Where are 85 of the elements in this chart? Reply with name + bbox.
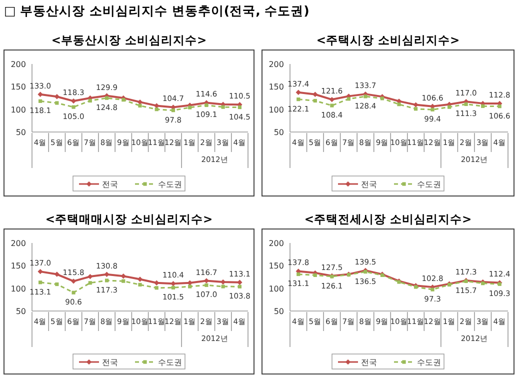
y-tick-label: 100 (10, 105, 26, 114)
point (54, 272, 60, 277)
legend-label: 전국 (102, 358, 118, 367)
point (54, 94, 60, 100)
y-tick-label: 200 (10, 239, 26, 248)
y-tick-label: 100 (10, 284, 26, 294)
legend-label: 전국 (102, 180, 118, 189)
point (38, 268, 43, 274)
point (481, 104, 485, 108)
point (414, 107, 418, 111)
legend-label: 수도권 (158, 180, 182, 189)
point (104, 272, 110, 277)
y-tick-label: 150 (268, 82, 284, 92)
point (104, 278, 109, 282)
point (154, 108, 158, 112)
legend-label: 수도권 (158, 358, 182, 367)
point (330, 104, 334, 108)
point (72, 290, 76, 294)
point (70, 278, 76, 284)
point (72, 105, 76, 109)
point (171, 286, 176, 290)
point (312, 92, 318, 97)
point (481, 282, 485, 286)
legend-label: 전국 (361, 358, 377, 367)
point (296, 90, 301, 95)
point (380, 96, 384, 100)
point (38, 280, 42, 284)
point (70, 98, 76, 104)
y-tick-label: 50 (16, 307, 26, 316)
y-tick-label: 200 (268, 60, 284, 69)
legend-label: 수도권 (417, 180, 441, 189)
point (204, 283, 208, 287)
y-tick-label: 200 (10, 60, 26, 69)
y-tick-label: 150 (10, 82, 26, 92)
point (88, 98, 92, 103)
point (364, 94, 368, 98)
point (55, 101, 59, 105)
point (38, 92, 43, 97)
point (38, 99, 42, 103)
y-tick-label: 50 (274, 307, 284, 316)
chart-title: <주택전세시장 소비심리지수> (304, 212, 472, 226)
point (188, 284, 192, 288)
point (120, 273, 126, 279)
legend-label: 수도권 (417, 358, 441, 367)
point (430, 288, 434, 292)
point (397, 102, 401, 106)
point (55, 282, 59, 286)
point (296, 98, 300, 102)
point (122, 98, 126, 102)
y-tick-label: 100 (268, 105, 284, 114)
point (204, 103, 208, 108)
legend-label: 전국 (361, 180, 377, 189)
point (498, 104, 502, 108)
point (430, 108, 434, 112)
chart-title: <주택시장 소비심리지수> (316, 33, 460, 47)
point (221, 105, 225, 109)
point (122, 279, 126, 283)
chart-title: <주택매매시장 소비심리지수> (45, 212, 213, 226)
point (188, 106, 192, 110)
point (154, 286, 158, 290)
point (237, 280, 242, 285)
point (296, 272, 300, 276)
chart-title: <부동산시장 소비심리지수> (51, 33, 207, 47)
point (88, 281, 92, 285)
y-tick-label: 150 (268, 262, 284, 271)
point (238, 105, 242, 110)
point (138, 104, 142, 108)
point (313, 273, 317, 277)
y-tick-label: 100 (268, 284, 284, 294)
point (346, 97, 350, 101)
text: □ 부동산시장 소비심리지수 변동추이(전국, 수도권) (4, 3, 310, 18)
y-tick-label: 50 (16, 128, 26, 137)
point (171, 108, 176, 112)
point (104, 96, 109, 100)
point (137, 276, 143, 282)
point (138, 282, 142, 287)
y-tick-label: 150 (10, 262, 26, 271)
point (464, 102, 468, 106)
point (88, 274, 93, 280)
point (238, 284, 242, 288)
y-tick-label: 200 (268, 239, 284, 248)
point (221, 284, 225, 288)
point (448, 105, 452, 109)
y-tick-label: 50 (274, 128, 284, 137)
point (313, 98, 317, 103)
